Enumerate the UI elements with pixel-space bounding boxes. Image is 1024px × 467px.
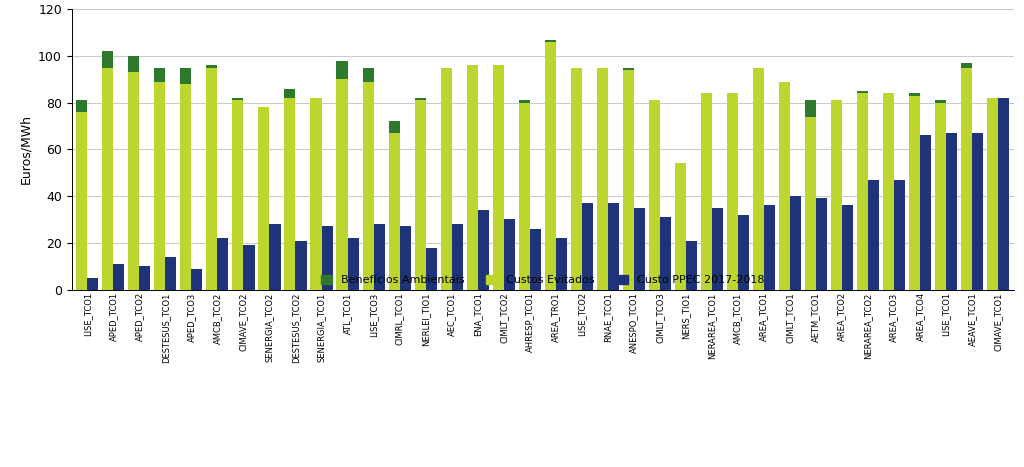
Bar	[556, 238, 567, 290]
Bar	[362, 68, 374, 82]
Bar	[529, 229, 541, 290]
Bar	[493, 65, 504, 290]
Bar	[504, 219, 515, 290]
Bar	[659, 217, 671, 290]
Bar	[972, 133, 983, 290]
Bar	[87, 278, 98, 290]
Bar	[816, 198, 827, 290]
Legend: Benefícios Ambientais, Custos Evitados, Custo PPEC 2017-2018: Benefícios Ambientais, Custos Evitados, …	[316, 270, 769, 290]
Bar	[337, 79, 347, 290]
Bar	[452, 224, 463, 290]
Bar	[518, 100, 529, 103]
Bar	[388, 121, 399, 133]
Bar	[998, 98, 1010, 290]
Bar	[155, 82, 165, 290]
Bar	[415, 100, 426, 290]
Bar	[310, 98, 322, 290]
Bar	[649, 100, 659, 290]
Bar	[128, 72, 139, 290]
Bar	[388, 133, 399, 290]
Bar	[139, 266, 151, 290]
Bar	[909, 93, 921, 96]
Bar	[570, 68, 582, 290]
Bar	[180, 84, 191, 290]
Bar	[675, 163, 686, 290]
Bar	[545, 40, 556, 42]
Bar	[232, 100, 244, 290]
Bar	[764, 205, 775, 290]
Bar	[467, 65, 477, 290]
Bar	[258, 107, 269, 290]
Bar	[114, 264, 124, 290]
Bar	[155, 68, 165, 82]
Bar	[545, 42, 556, 290]
Bar	[962, 63, 972, 68]
Bar	[608, 203, 618, 290]
Bar	[634, 208, 645, 290]
Bar	[623, 70, 634, 290]
Bar	[686, 241, 697, 290]
Bar	[426, 248, 436, 290]
Bar	[285, 89, 296, 98]
Bar	[322, 226, 333, 290]
Y-axis label: Euros/MWh: Euros/MWh	[19, 114, 33, 184]
Bar	[374, 224, 385, 290]
Bar	[207, 65, 217, 68]
Bar	[232, 98, 244, 100]
Bar	[738, 215, 749, 290]
Bar	[296, 241, 306, 290]
Bar	[700, 93, 712, 290]
Bar	[842, 205, 853, 290]
Bar	[76, 112, 87, 290]
Bar	[165, 257, 176, 290]
Bar	[207, 68, 217, 290]
Bar	[244, 245, 255, 290]
Bar	[946, 133, 957, 290]
Bar	[790, 196, 801, 290]
Bar	[935, 100, 946, 103]
Bar	[868, 180, 879, 290]
Bar	[285, 98, 296, 290]
Bar	[962, 68, 972, 290]
Bar	[805, 117, 816, 290]
Bar	[362, 82, 374, 290]
Bar	[347, 238, 358, 290]
Bar	[857, 93, 868, 290]
Bar	[518, 103, 529, 290]
Bar	[76, 100, 87, 112]
Bar	[399, 226, 411, 290]
Bar	[415, 98, 426, 100]
Bar	[102, 51, 114, 68]
Bar	[623, 68, 634, 70]
Bar	[753, 68, 764, 290]
Bar	[582, 203, 593, 290]
Bar	[830, 100, 842, 290]
Bar	[712, 208, 723, 290]
Bar	[440, 68, 452, 290]
Bar	[597, 68, 608, 290]
Bar	[987, 98, 998, 290]
Bar	[337, 61, 347, 79]
Bar	[727, 93, 738, 290]
Bar	[180, 68, 191, 84]
Bar	[477, 210, 488, 290]
Bar	[779, 82, 790, 290]
Bar	[269, 224, 281, 290]
Bar	[191, 269, 203, 290]
Bar	[857, 91, 868, 93]
Bar	[102, 68, 114, 290]
Bar	[921, 135, 931, 290]
Bar	[883, 93, 894, 290]
Bar	[894, 180, 905, 290]
Bar	[217, 238, 228, 290]
Bar	[909, 96, 921, 290]
Bar	[935, 103, 946, 290]
Bar	[128, 56, 139, 72]
Bar	[805, 100, 816, 117]
